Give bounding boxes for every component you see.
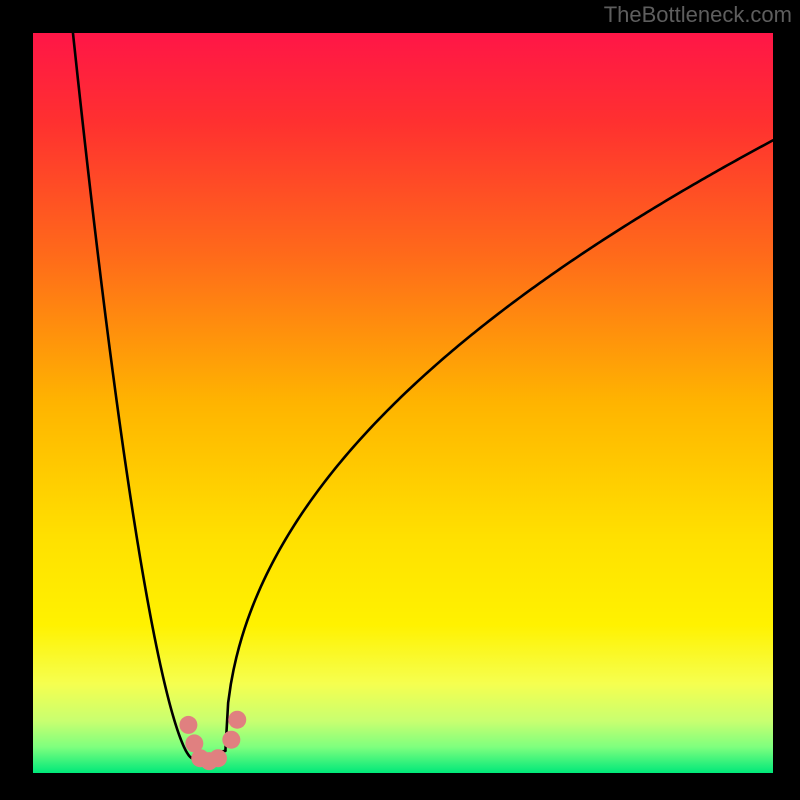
data-marker — [209, 749, 227, 767]
curves-svg — [33, 33, 773, 773]
data-marker — [228, 711, 246, 729]
data-marker — [222, 731, 240, 749]
plot-area — [33, 33, 773, 773]
chart-container: TheBottleneck.com — [0, 0, 800, 800]
data-marker — [179, 716, 197, 734]
watermark-text: TheBottleneck.com — [604, 2, 792, 28]
